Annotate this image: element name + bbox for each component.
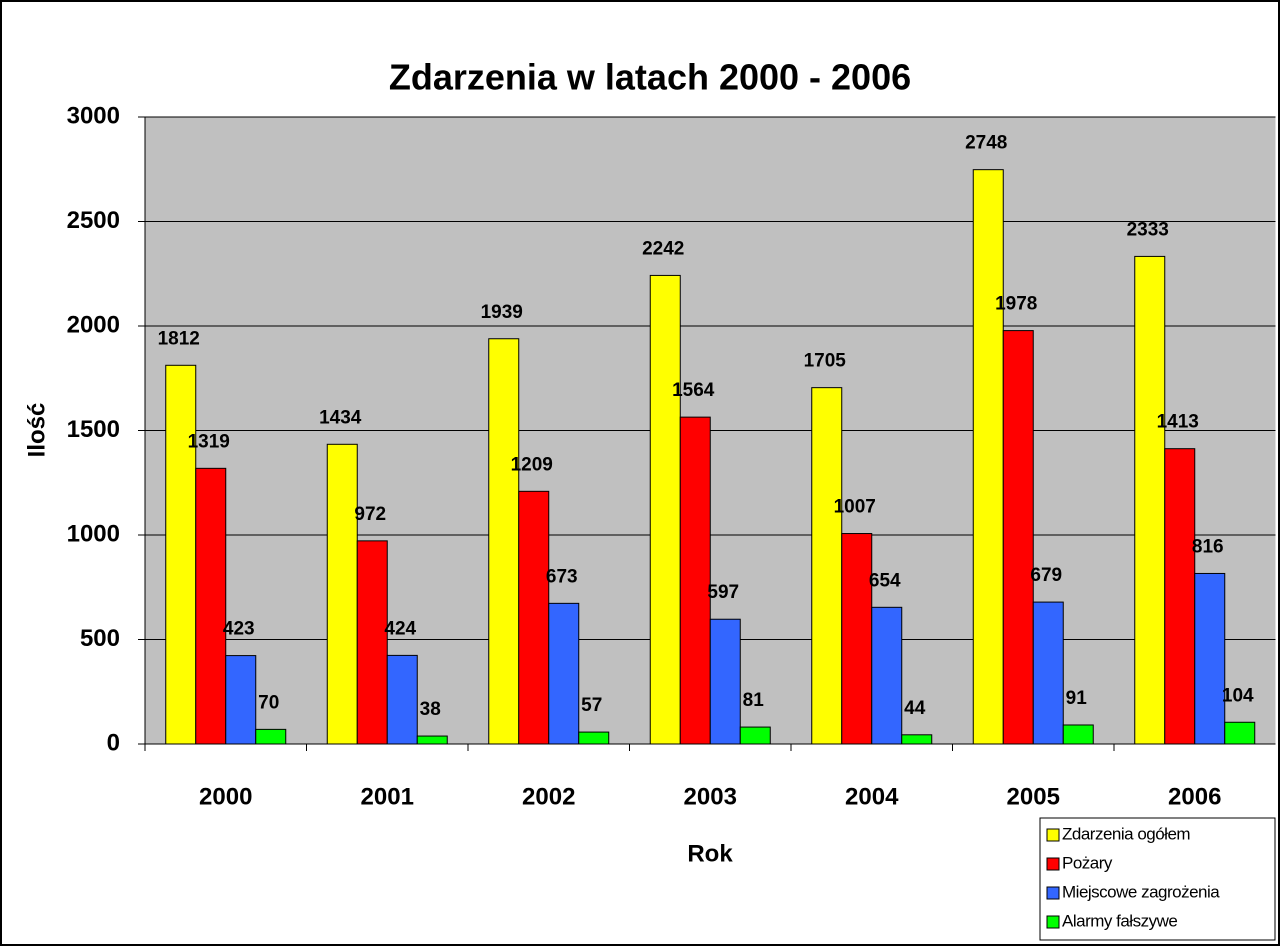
value-label: 1007 — [834, 497, 876, 518]
value-label: 91 — [1066, 688, 1088, 709]
y-tick-label: 1500 — [67, 416, 120, 443]
value-label: 2748 — [965, 133, 1007, 154]
bar — [1224, 721, 1256, 745]
legend-swatch — [1046, 857, 1060, 871]
bar — [225, 655, 257, 745]
bar — [255, 728, 287, 745]
y-tick-label: 1000 — [67, 520, 120, 547]
x-tick-label: 2006 — [1168, 783, 1221, 810]
legend-label: Miejscowe zagrożenia — [1062, 882, 1220, 901]
bar — [679, 416, 711, 745]
value-label: 1319 — [188, 431, 230, 452]
bar — [488, 338, 520, 745]
value-label: 1413 — [1157, 412, 1199, 433]
x-tick-label: 2000 — [199, 783, 252, 810]
value-label: 972 — [354, 504, 386, 525]
bar — [165, 364, 197, 745]
y-axis-label: Ilość — [23, 403, 50, 458]
bar — [1002, 330, 1034, 745]
legend-swatch — [1046, 915, 1060, 929]
value-label: 38 — [420, 699, 441, 720]
x-tick-label: 2002 — [522, 783, 575, 810]
x-axis-label: Rok — [687, 840, 733, 867]
value-label: 673 — [546, 566, 578, 587]
value-label: 44 — [904, 698, 926, 719]
bar — [518, 490, 550, 745]
legend-swatch — [1046, 828, 1060, 842]
bar — [709, 618, 741, 745]
value-label: 2333 — [1127, 219, 1169, 240]
bar — [578, 731, 610, 745]
y-tick-label: 3000 — [67, 102, 120, 129]
value-label: 2242 — [642, 238, 684, 259]
x-tick-label: 2003 — [684, 783, 737, 810]
legend-label: Pożary — [1062, 853, 1113, 872]
bar — [1164, 448, 1196, 745]
y-tick-label: 500 — [80, 625, 120, 652]
value-label: 1564 — [672, 380, 715, 401]
legend-swatch — [1046, 886, 1060, 900]
value-label: 816 — [1192, 536, 1224, 557]
legend-label: Alarmy fałszywe — [1062, 911, 1177, 930]
value-label: 1209 — [511, 454, 553, 475]
value-label: 57 — [581, 695, 602, 716]
chart-title: Zdarzenia w latach 2000 - 2006 — [389, 57, 911, 98]
bar — [548, 602, 580, 745]
bar — [871, 606, 903, 745]
value-label: 1812 — [158, 328, 200, 349]
value-label: 81 — [743, 690, 765, 711]
value-label: 1434 — [319, 407, 362, 428]
bar — [356, 540, 388, 745]
x-tick-label: 2005 — [1007, 783, 1060, 810]
x-tick-label: 2004 — [845, 783, 899, 810]
value-label: 70 — [258, 692, 279, 713]
bar — [1032, 601, 1064, 745]
bar — [326, 443, 358, 745]
value-label: 654 — [869, 570, 901, 591]
value-label: 1978 — [995, 294, 1037, 315]
value-label: 1705 — [804, 351, 847, 372]
y-tick-label: 2500 — [67, 207, 120, 234]
bar — [739, 726, 771, 745]
x-tick-label: 2001 — [361, 783, 414, 810]
bar — [1134, 255, 1166, 745]
value-label: 423 — [223, 619, 255, 640]
y-tick-label: 2000 — [67, 311, 120, 338]
bar — [972, 169, 1004, 745]
value-label: 679 — [1030, 565, 1062, 586]
bar — [1194, 572, 1226, 745]
legend-label: Zdarzenia ogółem — [1062, 824, 1190, 843]
value-label: 424 — [384, 618, 416, 639]
bar — [1062, 724, 1094, 745]
bar — [841, 533, 873, 745]
value-label: 597 — [707, 582, 739, 603]
bar — [811, 387, 843, 745]
bar — [901, 734, 933, 745]
y-tick-label: 0 — [107, 729, 120, 756]
value-label: 1939 — [481, 302, 523, 323]
bar — [386, 654, 418, 745]
bar — [416, 735, 448, 745]
bar — [649, 274, 681, 745]
bar — [195, 467, 227, 745]
value-label: 104 — [1222, 685, 1254, 706]
legend-box — [1039, 817, 1276, 941]
